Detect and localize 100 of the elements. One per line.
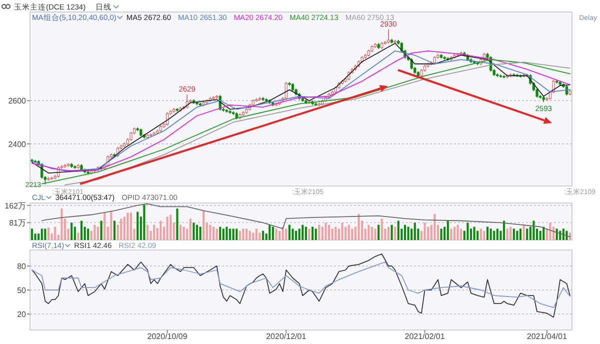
- bar: [74, 226, 76, 240]
- bar: [44, 228, 46, 240]
- x-tick-label: 2020/10/09: [147, 332, 188, 341]
- bar: [219, 226, 222, 240]
- bar: [252, 232, 254, 240]
- bar: [238, 230, 241, 240]
- bar: [450, 228, 452, 240]
- bar: [47, 228, 50, 240]
- bar: [473, 226, 476, 240]
- bar: [166, 216, 168, 240]
- bar: [456, 224, 459, 240]
- bar: [236, 228, 238, 240]
- bar: [480, 228, 482, 240]
- bar: [30, 228, 34, 240]
- bar: [542, 226, 545, 240]
- bar: [341, 222, 344, 240]
- bar: [552, 226, 555, 240]
- bar: [288, 224, 290, 240]
- bar: [397, 220, 400, 240]
- line-series: [32, 262, 570, 308]
- bar: [262, 230, 264, 240]
- y-tick-label: 50: [17, 286, 27, 295]
- bar: [113, 220, 116, 240]
- bar: [568, 232, 572, 240]
- bar: [493, 230, 496, 240]
- bar: [427, 226, 430, 240]
- bar: [182, 226, 185, 240]
- bar: [510, 226, 512, 240]
- bar: [258, 232, 261, 240]
- y-tick-label: 20: [17, 310, 27, 319]
- bar: [532, 220, 535, 240]
- bar: [189, 218, 192, 240]
- bar: [298, 228, 300, 240]
- bar: [209, 224, 212, 240]
- bar: [308, 228, 310, 240]
- bar: [348, 224, 350, 240]
- bar: [232, 228, 234, 240]
- x-tick-label: 2021/04/01: [526, 332, 568, 341]
- bar: [222, 228, 224, 240]
- bar: [153, 224, 156, 240]
- bar: [370, 226, 373, 240]
- bar: [522, 224, 525, 240]
- bar: [434, 214, 436, 240]
- bar: [275, 228, 278, 240]
- bar: [192, 222, 195, 240]
- bar: [502, 220, 506, 240]
- bar: [120, 218, 122, 240]
- bar: [268, 224, 271, 240]
- bar: [446, 220, 449, 240]
- bar: [54, 226, 56, 240]
- bar: [94, 224, 96, 240]
- bar: [324, 222, 327, 240]
- bar: [526, 228, 528, 240]
- bar: [404, 224, 406, 240]
- bar: [318, 224, 320, 240]
- bar: [562, 228, 564, 240]
- bar: [160, 220, 162, 240]
- bar: [285, 228, 288, 240]
- bar: [295, 230, 298, 240]
- bar: [226, 226, 228, 240]
- y-tick-label: 81万: [9, 218, 26, 228]
- bar: [40, 228, 43, 240]
- bar: [110, 212, 112, 240]
- bar: [368, 224, 370, 240]
- bar: [100, 220, 102, 240]
- y-tick-label: 80: [17, 262, 27, 271]
- bar: [453, 226, 456, 240]
- bar: [390, 224, 393, 240]
- bar: [516, 230, 518, 240]
- bar: [216, 228, 218, 240]
- bar: [176, 208, 178, 240]
- bar: [490, 228, 492, 240]
- bar: [255, 228, 258, 240]
- bar: [549, 222, 552, 240]
- bar: [351, 228, 354, 240]
- line-series: [41, 203, 570, 238]
- bar: [278, 230, 281, 240]
- bar: [380, 218, 383, 240]
- y-tick-label: 162万: [4, 201, 26, 210]
- x-tick-label: 2021/02/01: [404, 332, 446, 341]
- bar: [146, 224, 149, 240]
- bar: [242, 228, 244, 240]
- bar: [374, 228, 376, 240]
- bar: [539, 230, 542, 240]
- bar: [460, 228, 462, 240]
- bar: [199, 226, 202, 240]
- bar: [466, 222, 469, 240]
- x-tick-label: 2020/12/01: [266, 332, 307, 341]
- bar: [77, 232, 80, 240]
- bar: [143, 204, 146, 240]
- bar: [104, 212, 106, 240]
- bar: [179, 224, 182, 240]
- bar: [80, 220, 83, 240]
- bar: [394, 226, 396, 240]
- bar: [328, 224, 330, 240]
- bar: [314, 228, 317, 240]
- bar: [229, 228, 232, 240]
- bar: [424, 222, 426, 240]
- bar: [272, 226, 274, 240]
- bar: [378, 224, 380, 240]
